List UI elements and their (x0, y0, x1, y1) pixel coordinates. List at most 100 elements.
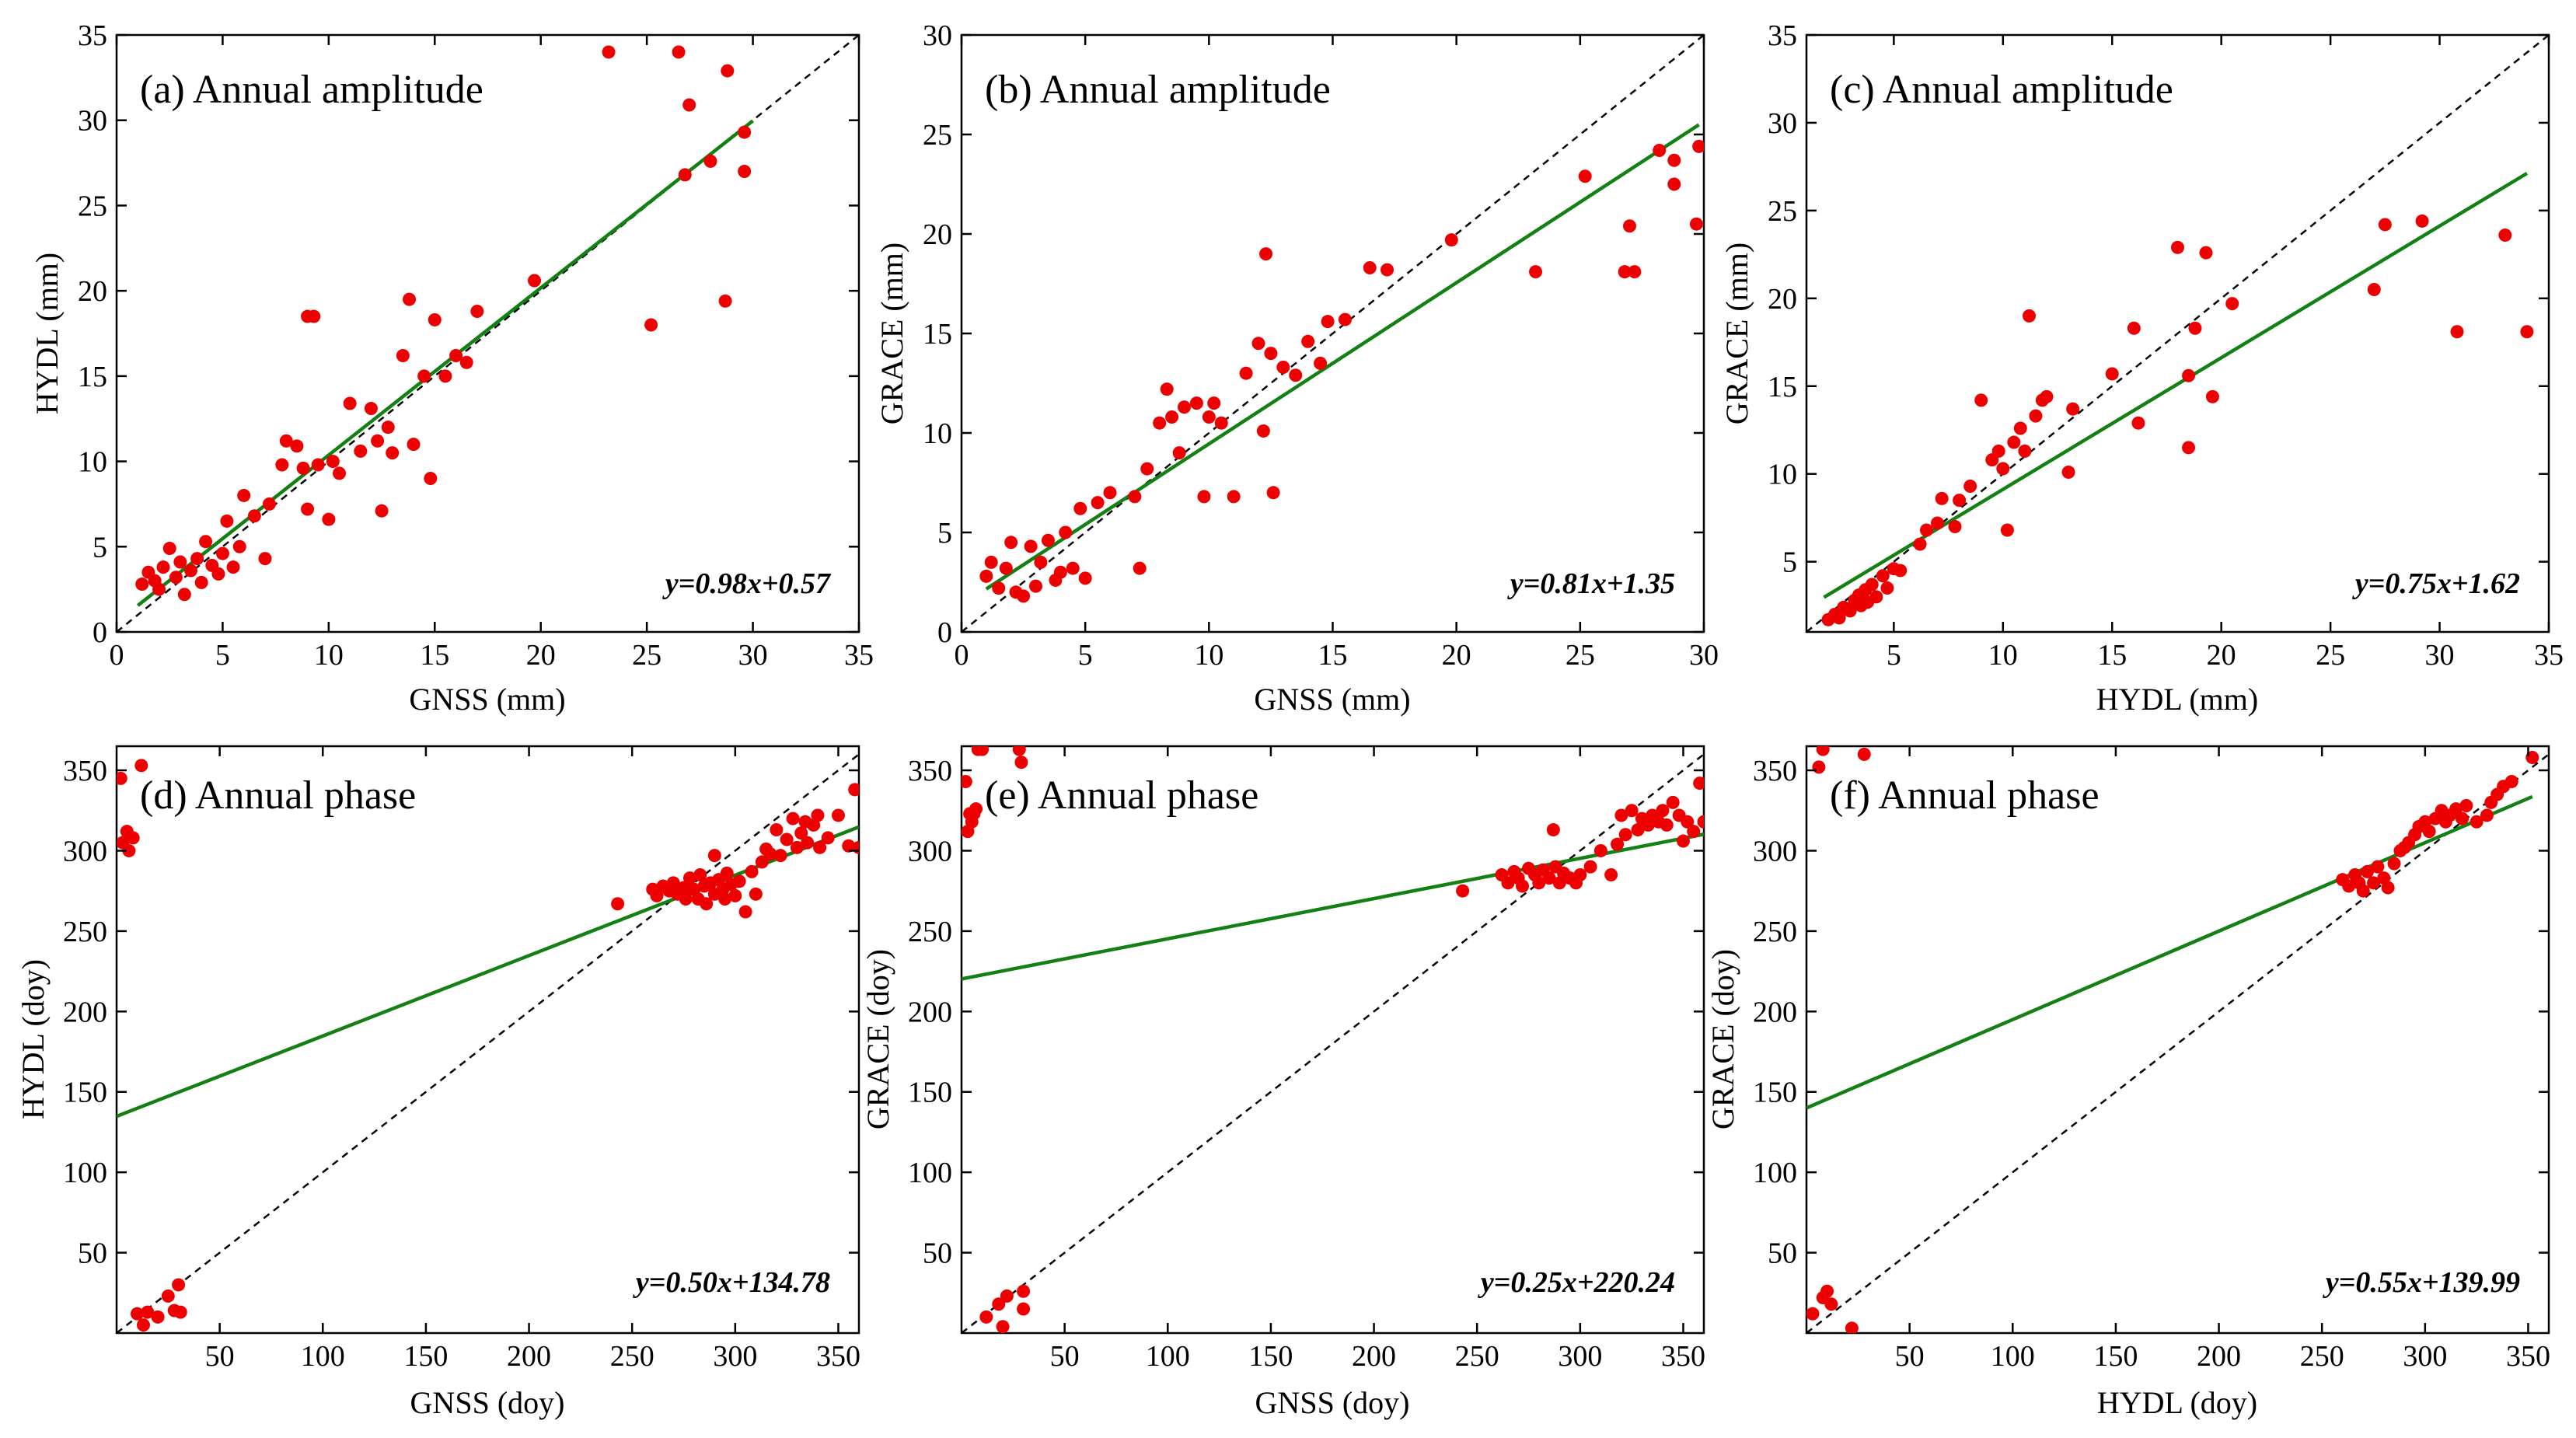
data-point (1214, 416, 1228, 430)
data-point (1692, 139, 1704, 153)
y-tick-label: 5 (92, 531, 107, 564)
data-point (1681, 815, 1695, 829)
data-point (962, 775, 972, 789)
data-point (2066, 402, 2080, 416)
x-tick-label: 250 (610, 1340, 654, 1373)
data-point (1017, 1302, 1031, 1316)
data-point (1140, 462, 1154, 476)
x-tick-label: 250 (2300, 1340, 2344, 1373)
y-tick-label: 300 (63, 835, 107, 867)
data-point (1073, 501, 1087, 515)
y-tick-label: 5 (937, 517, 952, 550)
panel-title: (e) Annual phase (985, 773, 1258, 818)
data-point (1816, 746, 1830, 756)
panel-e: 50 100 150 200 250 300 350 50 100 150 200 250 300 350… (860, 745, 1705, 1420)
data-marks (962, 746, 1704, 1333)
data-point (237, 488, 251, 502)
x-tick-label: 15 (420, 639, 449, 672)
data-point (2029, 409, 2043, 423)
data-point (992, 1297, 1006, 1311)
data-point (842, 839, 856, 853)
data-point (1091, 496, 1105, 510)
data-point (1583, 860, 1597, 874)
data-point (1948, 519, 1962, 533)
data-point (311, 458, 325, 472)
plot-frame (960, 745, 1705, 1335)
data-point (1059, 525, 1073, 539)
x-tick-label: 25 (2316, 639, 2345, 672)
y-tick-label: 200 (908, 996, 952, 1028)
axis-ticks: 0 5 10 15 20 25 30 0 5 10 15 20 25 30 (923, 19, 1719, 672)
y-tick-label: 250 (63, 916, 107, 948)
data-point (2171, 240, 2184, 254)
data-point (718, 892, 732, 906)
x-tick-label: 50 (205, 1340, 235, 1373)
data-point (354, 444, 368, 458)
data-point (707, 849, 721, 863)
data-point (677, 881, 691, 895)
x-tick-label: 0 (955, 639, 969, 672)
data-point (1693, 777, 1704, 791)
data-point (161, 1289, 175, 1303)
data-point (1676, 834, 1690, 848)
x-tick-label: 25 (1565, 639, 1595, 672)
data-point (290, 439, 304, 453)
x-tick-label: 50 (1895, 1340, 1925, 1373)
data-point (2456, 811, 2470, 825)
data-point (852, 840, 859, 854)
y-tick-label: 25 (1768, 195, 1797, 228)
y-tick-label: 50 (1768, 1237, 1797, 1270)
data-point (1824, 1297, 1838, 1311)
x-tick-label: 350 (2506, 1340, 2550, 1373)
data-point (262, 497, 276, 511)
data-point (1667, 153, 1681, 167)
data-point (1656, 804, 1670, 818)
data-point (2199, 246, 2213, 260)
data-point (1689, 217, 1703, 231)
data-point (1618, 265, 1632, 279)
data-point (831, 808, 845, 822)
data-point (2415, 214, 2429, 228)
data-point (2188, 321, 2202, 335)
data-point (1078, 571, 1092, 585)
data-point (672, 45, 686, 59)
data-point (1845, 1321, 1859, 1333)
x-tick-label: 30 (1689, 639, 1719, 672)
data-point (1314, 356, 1328, 370)
y-tick-label: 35 (1768, 19, 1797, 52)
data-point (1666, 795, 1680, 809)
data-point (1239, 366, 1253, 380)
data-point (173, 555, 187, 569)
fit-equation: y=0.81x+1.35 (1507, 567, 1675, 600)
data-point (199, 535, 213, 549)
y-axis-title: GRACE (mm) (874, 243, 909, 424)
x-tick-label: 10 (314, 639, 344, 672)
data-point (763, 847, 777, 861)
identity-line (1806, 753, 2549, 1333)
y-axis-title: GRACE (doy) (1705, 949, 1740, 1129)
y-tick-label: 100 (908, 1157, 952, 1189)
data-point (2000, 523, 2014, 537)
data-point (700, 897, 714, 911)
data-point (173, 1305, 187, 1319)
data-point (976, 746, 990, 756)
data-point (343, 396, 357, 410)
data-point (1963, 480, 1977, 494)
x-tick-label: 5 (1887, 639, 1901, 672)
data-point (1259, 247, 1273, 261)
data-point (1128, 490, 1142, 504)
identity-line (117, 35, 859, 632)
x-tick-label: 10 (1988, 639, 2018, 672)
data-point (2182, 368, 2196, 382)
data-point (1380, 263, 1394, 277)
data-point (1869, 590, 1883, 604)
x-tick-label: 100 (1991, 1340, 2035, 1373)
x-tick-label: 250 (1455, 1340, 1499, 1373)
x-tick-label: 5 (215, 639, 230, 672)
data-point (2105, 367, 2119, 381)
y-tick-label: 350 (1753, 755, 1797, 787)
y-tick-label: 30 (78, 105, 107, 138)
data-point (1012, 746, 1026, 756)
data-point (2387, 857, 2401, 871)
